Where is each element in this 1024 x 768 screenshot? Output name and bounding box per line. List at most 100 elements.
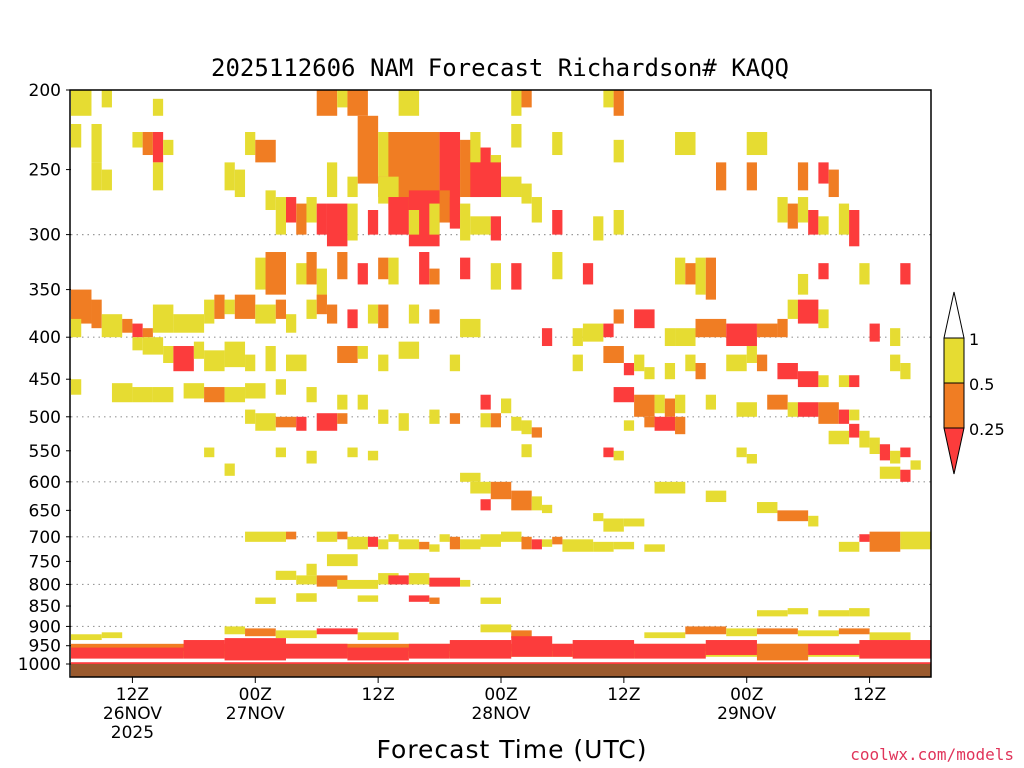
ri-cell [398, 539, 420, 550]
ri-cell [664, 328, 676, 347]
ri-cell [828, 169, 839, 198]
ri-cell [521, 90, 532, 108]
ri-cell [859, 430, 870, 448]
ri-cell [163, 346, 174, 364]
y-tick-label: 300 [29, 226, 61, 246]
ri-cell [429, 409, 440, 424]
ri-cell [531, 496, 542, 511]
ri-cell [326, 554, 358, 567]
ri-cell [572, 328, 583, 347]
ri-cell [398, 413, 409, 431]
y-tick-label: 1000 [18, 655, 61, 675]
ri-cell [173, 314, 205, 333]
ri-cell [378, 539, 389, 550]
ri-cell [490, 413, 501, 428]
ri-cell [521, 444, 532, 458]
ri-cell [245, 628, 276, 637]
ri-cell [286, 643, 348, 659]
x-tick-year: 2025 [111, 723, 154, 743]
legend-label-1: 1 [969, 330, 979, 349]
ri-cell [859, 263, 870, 285]
ri-cell [234, 169, 246, 198]
ri-cell [347, 90, 368, 116]
ri-cell [890, 354, 901, 372]
ri-cell [705, 490, 727, 503]
ri-cell [746, 454, 757, 464]
ri-cell [275, 630, 317, 639]
ri-cell [613, 309, 624, 324]
ri-cell [480, 499, 491, 511]
ri-cell [818, 402, 839, 424]
ri-cell [818, 309, 829, 329]
ri-cell [470, 481, 491, 494]
ri-cell [347, 647, 409, 661]
ri-cell [849, 210, 860, 247]
ri-cell [890, 450, 901, 464]
ri-cell [296, 593, 317, 602]
ri-cell [296, 575, 317, 585]
ri-cell [408, 304, 420, 324]
ri-cell [582, 323, 604, 342]
ri-cell [224, 341, 246, 368]
ri-cell [808, 643, 860, 655]
ri-cell [460, 203, 471, 241]
ri-cell [388, 534, 399, 542]
ri-cell [316, 413, 338, 431]
ri-cell [142, 337, 164, 355]
ri-cell [224, 638, 286, 661]
ri-cell [644, 367, 655, 380]
ri-cell [378, 354, 389, 372]
ri-cell [306, 450, 317, 464]
ri-cell [449, 640, 512, 659]
ri-cell [511, 636, 553, 657]
ri-cell [593, 541, 614, 552]
ri-cell [756, 354, 768, 372]
legend-bin-0.5-to-1 [943, 337, 965, 384]
ri-cell [849, 409, 860, 421]
legend-bin-above-1 [943, 291, 965, 339]
ri-cell [654, 481, 686, 494]
ri-cell [255, 413, 276, 431]
ri-cell [838, 628, 870, 635]
ri-cell [644, 416, 655, 428]
ri-cell [460, 318, 481, 338]
ri-cell [316, 628, 358, 635]
ri-cell [900, 263, 911, 285]
x-tick-time: 00Z [239, 685, 272, 705]
ri-cell [480, 597, 501, 604]
ri-cell [101, 90, 112, 108]
ri-cell [838, 541, 860, 552]
ri-cell [408, 643, 450, 659]
ri-cell [541, 539, 553, 547]
ri-cell [777, 318, 788, 338]
ri-cell [378, 409, 389, 424]
ri-cell [367, 536, 379, 547]
ri-cell [408, 595, 430, 602]
y-tick-label: 250 [29, 161, 61, 181]
y-tick-label: 850 [29, 597, 61, 617]
chart-title: 2025112606 NAM Forecast Richardson# KAQQ [211, 54, 789, 82]
credit-link[interactable]: coolwx.com/models [850, 745, 1014, 764]
ri-cell [859, 640, 931, 659]
x-tick-time: 12Z [116, 685, 149, 705]
ri-cell [501, 398, 512, 414]
ri-cell [716, 162, 727, 191]
ri-cell [675, 132, 696, 156]
ri-cell [286, 354, 307, 372]
x-tick-date: 27NOV [226, 704, 285, 724]
ri-cell [245, 383, 266, 399]
ri-cell [613, 139, 624, 163]
ri-cell [593, 513, 604, 522]
ri-cell [429, 577, 461, 587]
ri-cell [255, 257, 266, 290]
ri-cell [634, 643, 706, 659]
ri-cell [634, 394, 655, 417]
y-tick-label: 550 [29, 442, 61, 462]
ri-cell [316, 575, 348, 587]
ri-cell [337, 413, 348, 424]
ri-cell [818, 375, 829, 388]
ri-cell [316, 90, 338, 116]
ri-cell [296, 263, 307, 285]
ri-cell [378, 176, 399, 204]
ri-cell [388, 575, 409, 585]
